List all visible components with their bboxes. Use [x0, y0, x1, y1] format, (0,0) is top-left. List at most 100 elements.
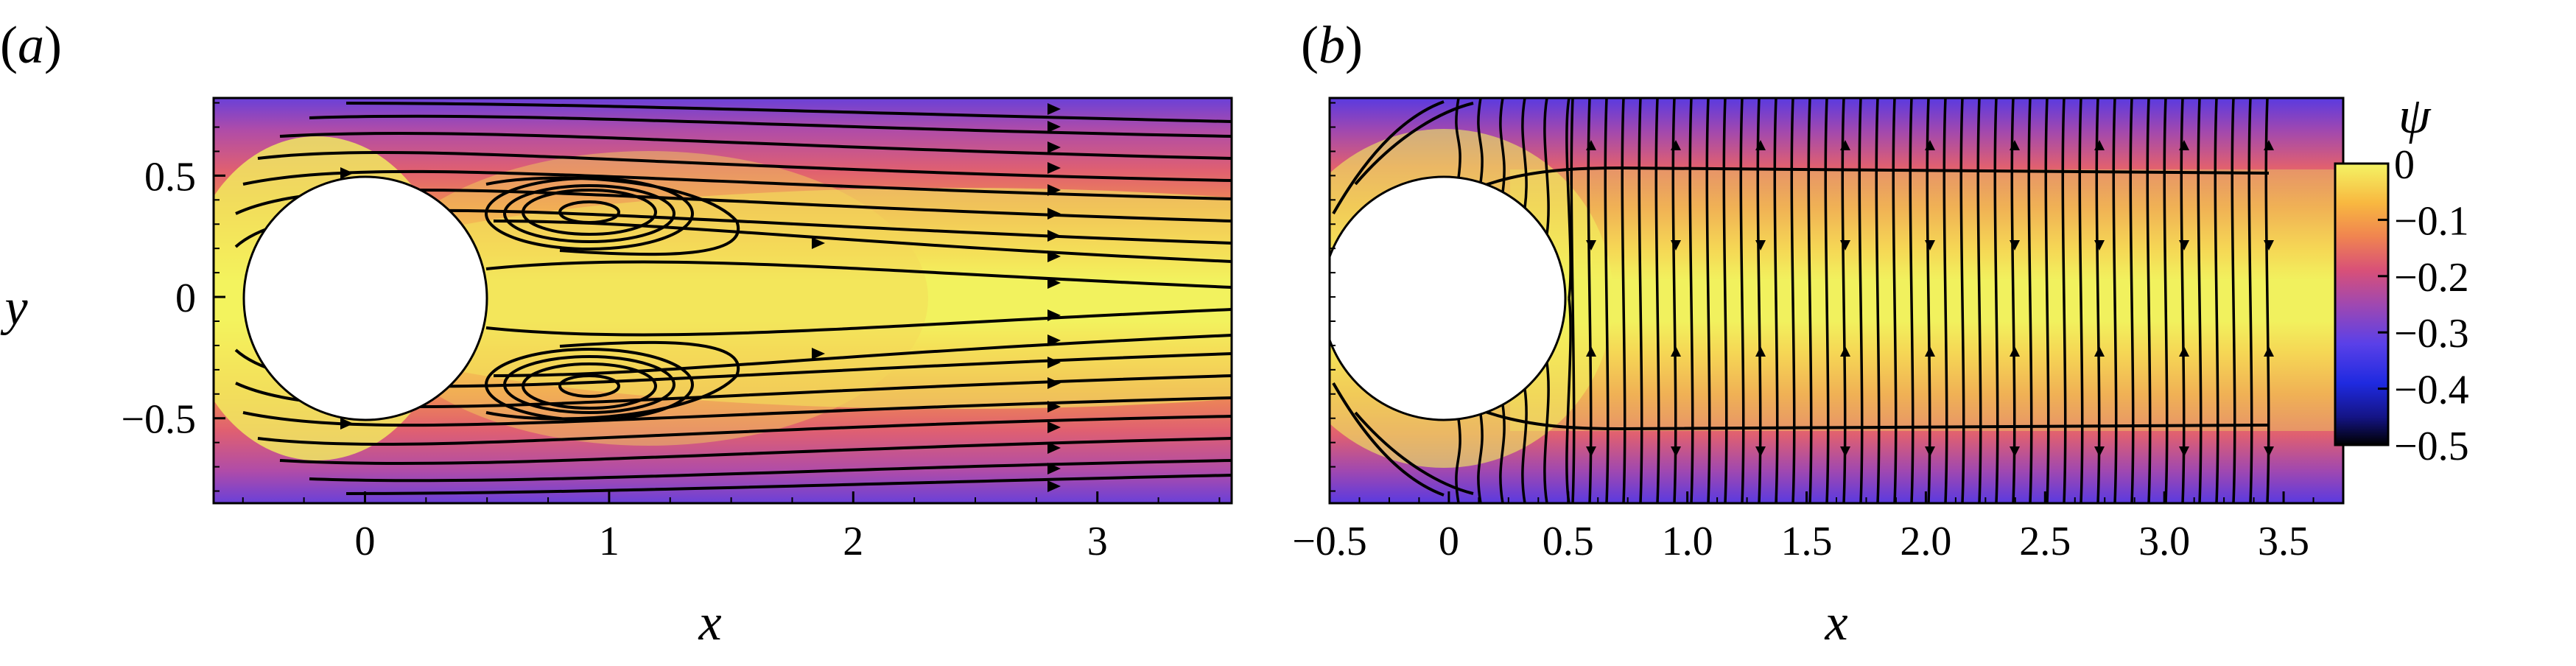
- panel-a-label: (a): [0, 15, 62, 74]
- streamline-arrow-b: [1925, 140, 1935, 150]
- streamline-arrow-b: [1840, 446, 1850, 457]
- cylinder-obstacle-b: [1330, 175, 1567, 421]
- streamline-b: [1773, 98, 1779, 503]
- x-tick-label-b: 3.5: [2258, 519, 2309, 564]
- colorbar-ticks: 0 −0.1 −0.2 −0.3 −0.4 −0.5: [2378, 142, 2469, 469]
- streamline-b: [1959, 98, 1965, 503]
- streamline-arrow-b: [2094, 140, 2105, 150]
- panel-a: (a): [0, 15, 1233, 651]
- streamline-arrow-b: [1840, 346, 1850, 357]
- panel-b: (b) −0.5 0 0.5 1.0 1.5 2.0 2.5 3.0 3.5 x: [1292, 15, 2345, 651]
- streamline-b: [1892, 98, 1898, 503]
- y-tick-label-a: −0.5: [121, 397, 196, 443]
- streamline-b: [2112, 98, 2118, 503]
- streamline-b: [2197, 98, 2203, 503]
- streamline-b: [1739, 98, 1745, 503]
- tick-marks-a: [214, 102, 1221, 503]
- x-axis-label-b: x: [1824, 595, 1847, 651]
- colorbar-tick-label: −0.5: [2394, 424, 2469, 469]
- streamline-arrow-b: [1671, 240, 1681, 250]
- streamline-arrow-b: [1755, 346, 1766, 357]
- streamline-b: [1790, 98, 1796, 503]
- streamline-arrow-b: [1586, 346, 1596, 357]
- streamline-b: [2231, 98, 2236, 503]
- streamlines-a: [234, 102, 1232, 495]
- streamlines-b: [1455, 98, 2274, 503]
- streamline-arrow-b: [1586, 140, 1596, 150]
- streamline-b: [2146, 98, 2152, 503]
- x-tick-label-a: 2: [843, 519, 863, 564]
- streamline-arrow-b: [2094, 446, 2105, 457]
- streamline-arrow-b: [1586, 446, 1596, 457]
- streamline-arrow-b: [2264, 346, 2274, 357]
- cylinder-obstacle-a: [242, 175, 488, 421]
- x-tick-label-b: 2.0: [1900, 519, 1951, 564]
- streamline-arrow-b: [2010, 346, 2020, 357]
- streamline-arrow-b: [1925, 346, 1935, 357]
- streamline-b: [1521, 388, 1528, 503]
- streamline-arrow-b: [1925, 446, 1935, 457]
- streamline-b: [1638, 98, 1643, 503]
- streamline-b: [1993, 98, 1999, 503]
- streamline-arrow-b: [1840, 240, 1850, 250]
- streamline-arrow-b: [2264, 240, 2274, 250]
- panel-b-label: (b): [1301, 15, 1363, 74]
- streamline-arrow-b: [1755, 240, 1766, 250]
- streamline-arrow-b: [1840, 140, 1850, 150]
- x-axis-label-a: x: [698, 595, 721, 651]
- x-tick-label-b: 1.5: [1781, 519, 1833, 564]
- streamline-b: [1543, 98, 1550, 234]
- streamline-arrow-b: [2010, 140, 2020, 150]
- x-tick-label-b: 3.0: [2138, 519, 2190, 564]
- streamline-arrow-b: [1671, 346, 1681, 357]
- streamline-b: [1807, 98, 1813, 503]
- streamline-arrow-b: [1586, 240, 1596, 250]
- streamline-b: [1824, 98, 1830, 503]
- streamline-arrow-b: [2010, 240, 2020, 250]
- streamline-arrow-b: [1671, 140, 1681, 150]
- streamline-arrow-b: [1671, 446, 1681, 457]
- x-tick-label-b: 0.5: [1543, 519, 1594, 564]
- streamline-arrow-b: [2094, 240, 2105, 250]
- streamline-b: [2078, 98, 2084, 503]
- x-tick-label-a: 1: [599, 519, 620, 564]
- x-tick-label-b: 2.5: [2019, 519, 2071, 564]
- streamline-b: [1565, 298, 1572, 503]
- streamline-b: [1604, 98, 1610, 503]
- streamline-b: [1976, 98, 1982, 503]
- streamline-b: [1621, 98, 1626, 503]
- streamline-b: [2163, 98, 2169, 503]
- streamline-arrow-b: [2264, 140, 2274, 150]
- streamline-arrow-b: [1755, 140, 1766, 150]
- tick-labels-a: 0 1 2 3 0.5 0 −0.5: [121, 154, 1107, 564]
- streamline-b: [1477, 414, 1484, 503]
- streamline-arrow-b: [2179, 346, 2189, 357]
- streamline-b: [1858, 98, 1864, 503]
- streamline-b: [1705, 98, 1711, 503]
- streamline-b: [2061, 98, 2067, 503]
- x-tick-label-a: 0: [354, 519, 375, 564]
- streamline-arrow-b: [1925, 240, 1935, 250]
- colorbar-tick-label: −0.1: [2394, 198, 2469, 244]
- streamline-b: [1455, 98, 1461, 178]
- streamline-b: [1942, 98, 1948, 503]
- colorbar-title: ψ: [2398, 88, 2432, 144]
- streamline-b: [1543, 362, 1550, 503]
- streamline-arrow-b: [2094, 346, 2105, 357]
- colorbar-tick-label: −0.3: [2394, 311, 2469, 357]
- colorbar-tick-label: −0.2: [2394, 255, 2469, 301]
- streamline-b: [1654, 98, 1660, 503]
- streamline-b: [2247, 98, 2253, 503]
- streamline-b: [1455, 418, 1461, 503]
- streamline-b: [2214, 98, 2219, 503]
- tick-labels-b: −0.5 0 0.5 1.0 1.5 2.0 2.5 3.0 3.5: [1292, 519, 2309, 564]
- streamline-b: [1521, 98, 1528, 208]
- streamline-b: [1565, 98, 1572, 299]
- streamline-b: [1570, 98, 1576, 503]
- plot-frame-a: [212, 97, 1233, 505]
- colorbar-scale: [2334, 162, 2390, 446]
- streamline-b: [2129, 98, 2135, 503]
- x-tick-label-b: 1.0: [1662, 519, 1713, 564]
- streamline-arrow-b: [2264, 446, 2274, 457]
- y-tick-label-a: 0: [175, 276, 196, 321]
